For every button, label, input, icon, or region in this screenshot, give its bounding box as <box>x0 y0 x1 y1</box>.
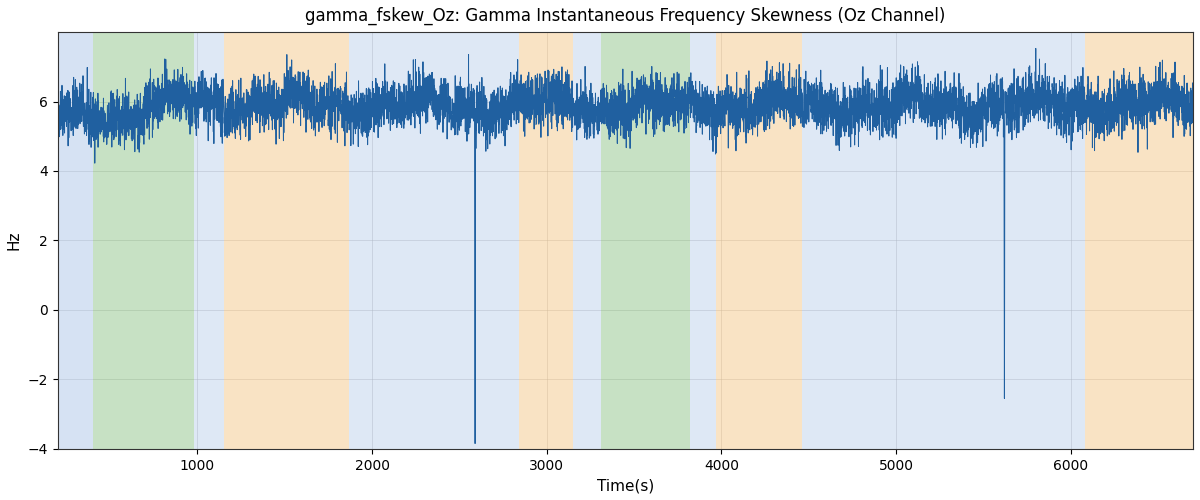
Bar <box>349 32 390 449</box>
Bar <box>518 32 572 449</box>
Bar <box>601 32 690 449</box>
Bar <box>572 32 601 449</box>
Bar <box>1085 32 1193 449</box>
Bar <box>390 32 491 449</box>
X-axis label: Time(s): Time(s) <box>596 478 654 493</box>
Bar <box>194 32 223 449</box>
Bar <box>92 32 194 449</box>
Bar <box>223 32 349 449</box>
Bar <box>802 32 900 449</box>
Bar <box>58 32 92 449</box>
Bar <box>900 32 997 449</box>
Bar <box>690 32 716 449</box>
Bar <box>716 32 802 449</box>
Y-axis label: Hz: Hz <box>7 230 22 250</box>
Bar <box>997 32 1085 449</box>
Title: gamma_fskew_Oz: Gamma Instantaneous Frequency Skewness (Oz Channel): gamma_fskew_Oz: Gamma Instantaneous Freq… <box>305 7 946 25</box>
Bar <box>491 32 518 449</box>
